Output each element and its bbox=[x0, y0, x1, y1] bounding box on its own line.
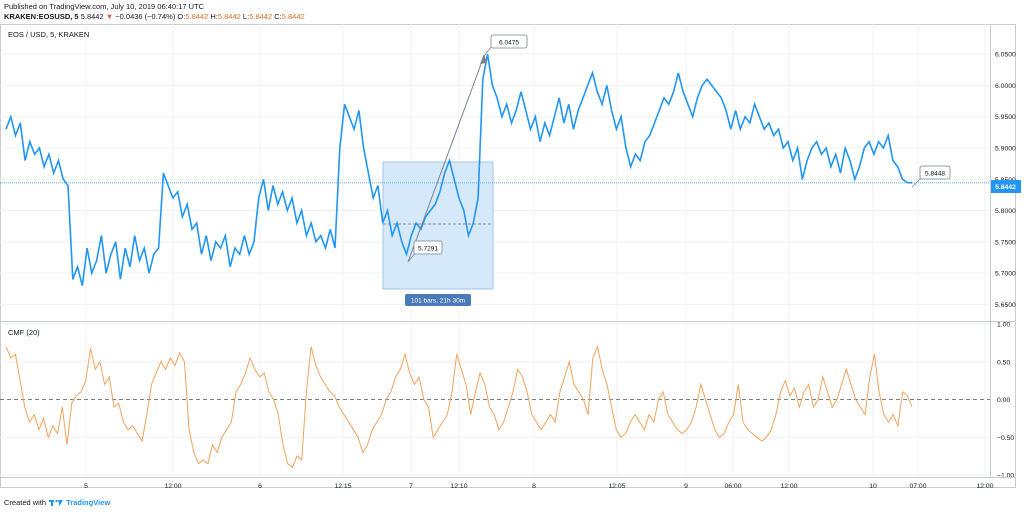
last-price-tag bbox=[990, 180, 1021, 193]
price-axis-tick: 5.7500 bbox=[995, 239, 1016, 246]
callout-high-label: 6.0475 bbox=[499, 40, 519, 47]
time-axis-tick: 7 bbox=[409, 483, 413, 490]
callout-last-label: 5.8448 bbox=[925, 171, 945, 178]
price-axis-tick: 6.0500 bbox=[995, 52, 1016, 59]
low-value: 5.8442 bbox=[249, 12, 273, 21]
callout-box-last bbox=[919, 165, 951, 180]
symbol-name: KRAKEN:EOSUSD, 5 bbox=[4, 12, 79, 21]
callout-pointer-last bbox=[911, 177, 922, 188]
price-pane-title: EOS / USD, 5, KRAKEN bbox=[8, 30, 89, 39]
time-axis-tick: 12:15 bbox=[334, 483, 351, 490]
time-axis-tick: 5 bbox=[84, 483, 88, 490]
price-axis-tick: 5.9500 bbox=[995, 114, 1016, 121]
high-label: H: bbox=[210, 12, 218, 21]
high-value: 5.8442 bbox=[217, 12, 241, 21]
price-axis-tick: 6.0000 bbox=[995, 83, 1016, 90]
last-price-tag-label: 5.8442 bbox=[995, 184, 1016, 191]
cmf-axis-tick: 0.00 bbox=[997, 397, 1010, 404]
price-axis-tick: 5.9000 bbox=[995, 145, 1016, 152]
time-axis-tick: 6 bbox=[258, 483, 262, 490]
change-down-icon: ▼ bbox=[105, 12, 114, 21]
last-value: 5.8442 bbox=[80, 12, 104, 21]
open-label: O: bbox=[177, 12, 186, 21]
price-pane[interactable]: 6.05006.00005.95005.90005.85005.80005.75… bbox=[0, 24, 1021, 477]
price-axis-tick: 5.8000 bbox=[995, 208, 1016, 215]
time-axis-tick: 10 bbox=[869, 483, 877, 490]
time-axis-tick: 8 bbox=[532, 483, 536, 490]
time-axis-tick: 12:00 bbox=[976, 483, 993, 490]
price-axis-tick: 5.7000 bbox=[995, 271, 1016, 278]
callout-box-high bbox=[490, 34, 528, 49]
close-label: C: bbox=[274, 12, 282, 21]
time-axis-tick: 12:10 bbox=[450, 483, 467, 490]
cmf-pane[interactable]: 1.00 0.50 0.00 −0.50 −1.00 CMF (20) bbox=[0, 322, 1014, 480]
cmf-series-line bbox=[5, 344, 913, 469]
cmf-pane-title: CMF (20) bbox=[8, 328, 40, 337]
callout-pointer-high bbox=[483, 45, 493, 57]
close-value: 5.8442 bbox=[281, 12, 305, 21]
time-axis[interactable]: 5 12:00 6 12:15 7 12:10 8 12:05 9 06:00 12:00 10 07:… bbox=[84, 483, 994, 490]
callout-box-low bbox=[413, 240, 443, 255]
time-axis-tick: 12:00 bbox=[780, 483, 797, 490]
tradingview-brand: TradingView bbox=[66, 498, 111, 507]
trend-arrowhead-icon bbox=[480, 54, 487, 64]
cmf-axis-tick: 1.00 bbox=[997, 322, 1010, 329]
trend-arrow-line bbox=[407, 55, 485, 263]
published-line: Published on TradingView.com, July 10, 2… bbox=[4, 2, 204, 11]
time-axis-tick: 12:05 bbox=[608, 483, 625, 490]
low-label: L: bbox=[242, 12, 250, 21]
time-axis-tick: 9 bbox=[684, 483, 688, 490]
cmf-axis-tick: −0.50 bbox=[997, 435, 1014, 442]
time-axis-tick: 06:00 bbox=[724, 483, 741, 490]
footer: Created with TradingView bbox=[4, 498, 110, 507]
open-value: 5.8442 bbox=[185, 12, 209, 21]
created-with-label: Created with bbox=[4, 498, 47, 507]
measure-label-bg bbox=[405, 294, 471, 306]
callout-low-label: 5.7291 bbox=[418, 246, 438, 253]
chart-frame[interactable]: 6.05006.00005.95005.90005.85005.80005.75… bbox=[0, 24, 1024, 494]
price-axis-tick: 5.6500 bbox=[995, 302, 1016, 309]
time-axis-tick: 12:00 bbox=[164, 483, 181, 490]
price-series-line bbox=[5, 53, 913, 286]
time-axis-tick: 07:00 bbox=[909, 483, 926, 490]
symbol-line: KRAKEN:EOSUSD, 5 5.8442 ▼ −0.0436 (−0.74… bbox=[4, 12, 305, 21]
measure-range-label: 101 bars, 21h 30m bbox=[411, 298, 465, 305]
tradingview-logo-icon bbox=[49, 499, 64, 506]
change-value: −0.0436 (−0.74%) bbox=[115, 12, 176, 21]
cmf-axis-tick: −1.00 bbox=[997, 473, 1014, 480]
cmf-axis-tick: 0.50 bbox=[997, 359, 1010, 366]
